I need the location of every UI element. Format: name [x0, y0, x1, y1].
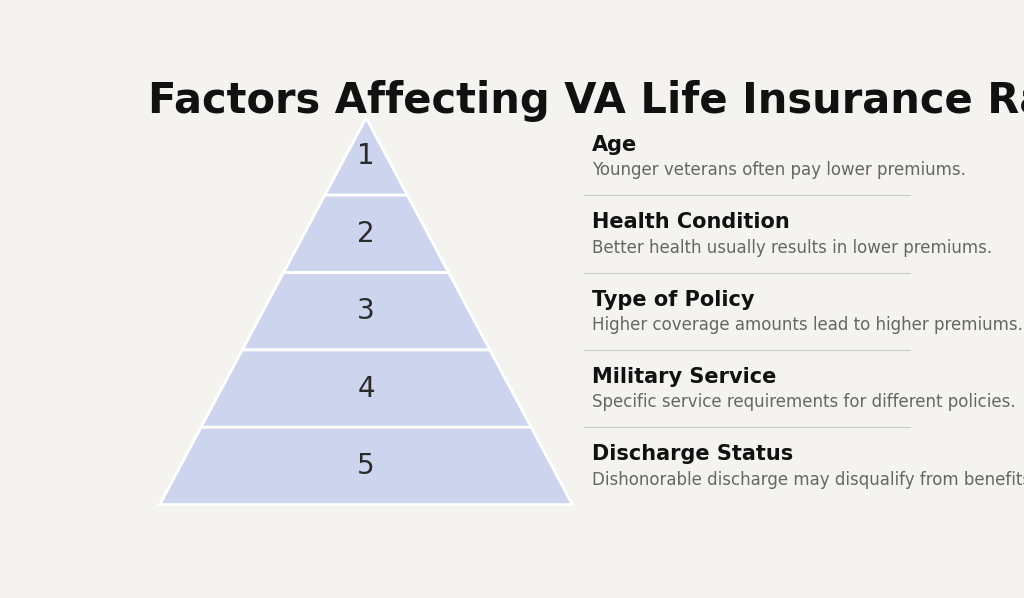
Text: 5: 5	[357, 452, 375, 480]
Polygon shape	[243, 273, 489, 350]
Text: Discharge Status: Discharge Status	[592, 444, 794, 464]
Polygon shape	[160, 427, 572, 505]
Text: Better health usually results in lower premiums.: Better health usually results in lower p…	[592, 239, 992, 257]
Text: Specific service requirements for different policies.: Specific service requirements for differ…	[592, 393, 1016, 411]
Text: 1: 1	[357, 142, 375, 170]
Text: Type of Policy: Type of Policy	[592, 289, 755, 310]
Polygon shape	[201, 350, 531, 427]
Text: 4: 4	[357, 374, 375, 402]
Text: Military Service: Military Service	[592, 367, 776, 387]
Text: 2: 2	[357, 220, 375, 248]
Text: Age: Age	[592, 135, 638, 155]
Polygon shape	[284, 195, 449, 273]
Text: Younger veterans often pay lower premiums.: Younger veterans often pay lower premium…	[592, 161, 966, 179]
Text: Dishonorable discharge may disqualify from benefits.: Dishonorable discharge may disqualify fr…	[592, 471, 1024, 489]
Text: 3: 3	[357, 297, 375, 325]
Polygon shape	[325, 118, 408, 195]
Text: Health Condition: Health Condition	[592, 212, 790, 232]
Text: Factors Affecting VA Life Insurance Rates: Factors Affecting VA Life Insurance Rate…	[147, 80, 1024, 122]
Text: Higher coverage amounts lead to higher premiums.: Higher coverage amounts lead to higher p…	[592, 316, 1023, 334]
